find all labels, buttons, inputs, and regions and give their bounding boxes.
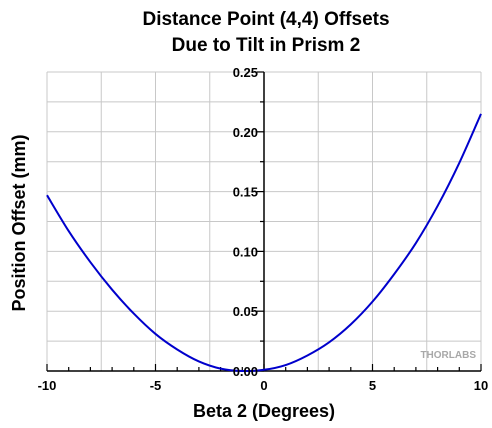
x-tick-labels: -10 -5 0 5 10 xyxy=(38,378,489,393)
x-tick-label: -5 xyxy=(150,378,162,393)
x-tick-label: 5 xyxy=(369,378,376,393)
series-line xyxy=(46,113,482,373)
y-tick-label: 0.25 xyxy=(233,65,258,80)
chart-title-line-2: Due to Tilt in Prism 2 xyxy=(172,35,361,56)
y-tick-label: 0.05 xyxy=(233,304,258,319)
y-tick-labels: 0.00 0.05 0.10 0.15 0.20 0.25 xyxy=(233,65,258,379)
x-tick-label: 0 xyxy=(260,378,267,393)
y-tick-label: 0.15 xyxy=(233,185,258,200)
x-tick-label: 10 xyxy=(474,378,488,393)
thorlabs-watermark: THORLABS xyxy=(420,350,476,361)
axes xyxy=(46,71,482,372)
chart-title-line-1: Distance Point (4,4) Offsets xyxy=(142,9,389,30)
y-tick-label: 0.00 xyxy=(233,364,258,379)
x-tick-label: -10 xyxy=(38,378,57,393)
y-axis-label: Position Offset (mm) xyxy=(9,134,29,311)
y-tick-label: 0.10 xyxy=(233,244,258,259)
y-tick-label: 0.20 xyxy=(233,125,258,140)
x-axis-label: Beta 2 (Degrees) xyxy=(193,401,335,421)
